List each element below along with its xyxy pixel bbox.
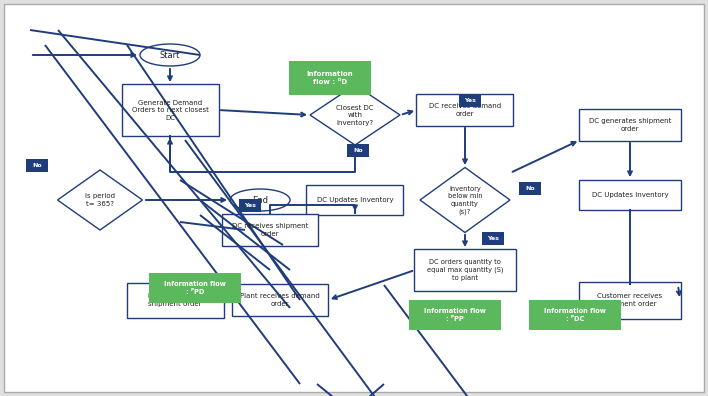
- Polygon shape: [310, 85, 400, 145]
- Ellipse shape: [140, 44, 200, 66]
- FancyBboxPatch shape: [232, 284, 329, 316]
- Text: No: No: [353, 147, 362, 152]
- Text: Information flow
: ᴾDC: Information flow : ᴾDC: [544, 308, 606, 322]
- FancyBboxPatch shape: [122, 84, 219, 136]
- FancyBboxPatch shape: [347, 143, 369, 156]
- Text: Information
flow : ᴼD: Information flow : ᴼD: [307, 71, 353, 85]
- Text: DC receives shipment
order: DC receives shipment order: [232, 223, 308, 237]
- Text: Start: Start: [160, 51, 181, 59]
- Text: End: End: [252, 196, 268, 204]
- FancyBboxPatch shape: [416, 94, 513, 126]
- Text: Closest DC
with
Inventory?: Closest DC with Inventory?: [336, 105, 374, 126]
- FancyBboxPatch shape: [4, 4, 704, 392]
- Text: DC Updates Inventory: DC Updates Inventory: [592, 192, 668, 198]
- Text: Customer receives
shipment order: Customer receives shipment order: [598, 293, 663, 307]
- Ellipse shape: [230, 189, 290, 211]
- FancyBboxPatch shape: [459, 93, 481, 107]
- FancyBboxPatch shape: [414, 249, 516, 291]
- FancyBboxPatch shape: [482, 232, 504, 244]
- Text: Yes: Yes: [464, 97, 476, 103]
- FancyBboxPatch shape: [409, 300, 501, 330]
- Text: Plant receives demand
order: Plant receives demand order: [240, 293, 320, 307]
- Text: DC Updates Inventory: DC Updates Inventory: [316, 197, 394, 203]
- Text: Inventory
below min
quantity
(s)?: Inventory below min quantity (s)?: [447, 185, 482, 215]
- Text: Generate Demand
Orders to next closest
DC: Generate Demand Orders to next closest D…: [132, 99, 208, 120]
- FancyBboxPatch shape: [149, 273, 241, 303]
- FancyBboxPatch shape: [127, 282, 224, 318]
- Text: Information flow
: ᴾPD: Information flow : ᴾPD: [164, 281, 226, 295]
- Polygon shape: [420, 168, 510, 232]
- Text: Yes: Yes: [244, 202, 256, 208]
- FancyBboxPatch shape: [579, 180, 681, 210]
- FancyBboxPatch shape: [239, 198, 261, 211]
- FancyBboxPatch shape: [579, 282, 681, 318]
- FancyBboxPatch shape: [289, 61, 371, 95]
- FancyBboxPatch shape: [519, 181, 541, 194]
- FancyBboxPatch shape: [26, 158, 48, 171]
- Text: No: No: [32, 162, 42, 168]
- Text: Information flow
: ᴾPP: Information flow : ᴾPP: [424, 308, 486, 322]
- FancyBboxPatch shape: [579, 109, 681, 141]
- Text: Yes: Yes: [487, 236, 499, 240]
- FancyBboxPatch shape: [222, 214, 319, 246]
- Text: No: No: [525, 185, 535, 190]
- Polygon shape: [57, 170, 142, 230]
- Text: DC orders quantity to
equal max quantity (S)
to plant: DC orders quantity to equal max quantity…: [427, 259, 503, 281]
- Text: Plant generates
shipment order: Plant generates shipment order: [147, 293, 202, 307]
- FancyBboxPatch shape: [529, 300, 621, 330]
- FancyBboxPatch shape: [307, 185, 404, 215]
- Text: DC receives demand
order: DC receives demand order: [429, 103, 501, 117]
- Text: Is period
t= 365?: Is period t= 365?: [85, 193, 115, 207]
- Text: DC generates shipment
order: DC generates shipment order: [589, 118, 671, 132]
